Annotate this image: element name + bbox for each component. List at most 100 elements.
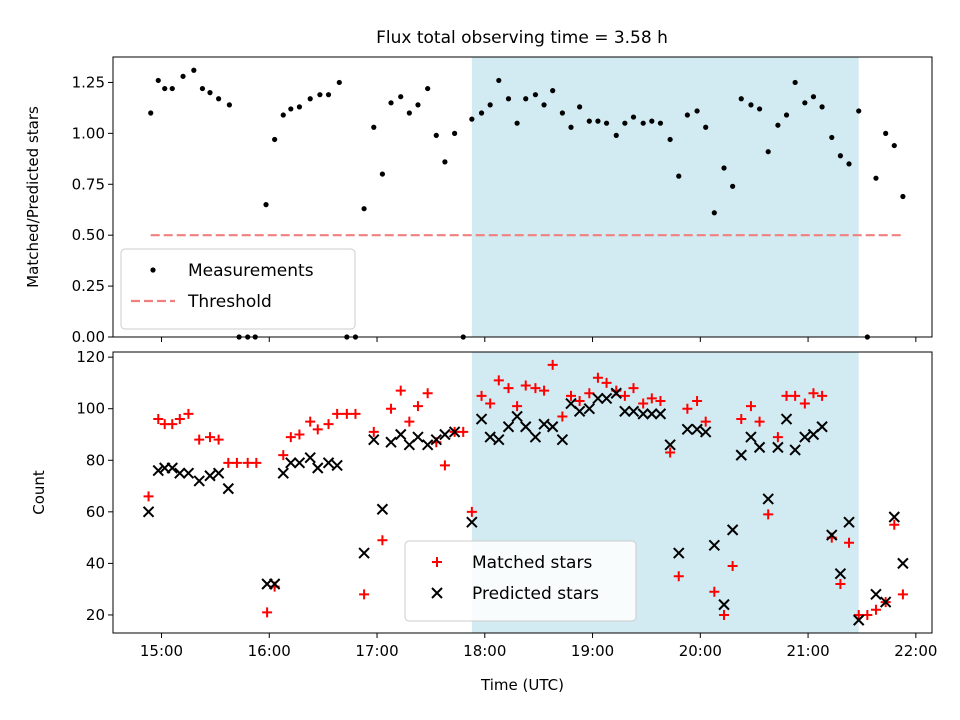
ratio-panel: 0.00 0.25 0.50 0.75 1.00 1.25 Matched/Predict… [24, 56, 933, 346]
data-point [573, 405, 586, 418]
data-point [583, 403, 596, 415]
data-point [897, 557, 909, 570]
y-tick-label: 120 [76, 348, 105, 366]
data-point [442, 159, 448, 165]
data-point [538, 418, 550, 430]
data-point [511, 410, 523, 423]
data-point [439, 428, 451, 441]
data-point [466, 506, 477, 517]
data-point [665, 447, 676, 458]
data-point [780, 413, 793, 425]
data-point [619, 405, 631, 418]
data-point [726, 524, 739, 536]
data-point [322, 457, 335, 469]
data-point [853, 609, 864, 620]
data-point [550, 88, 556, 94]
data-point [700, 416, 711, 427]
data-point [681, 423, 694, 436]
data-point [422, 388, 433, 399]
data-point [738, 96, 744, 102]
data-point [654, 408, 667, 420]
data-point [792, 79, 798, 86]
data-point [512, 401, 523, 412]
y-tick-label: 0.50 [72, 226, 105, 244]
ratio-x-axis-ticks [160, 337, 917, 342]
data-point [331, 459, 343, 472]
data-point [879, 596, 892, 608]
data-point [565, 390, 576, 401]
data-point [332, 408, 343, 419]
data-point [143, 491, 154, 502]
data-point [263, 202, 269, 208]
data-point [667, 136, 673, 143]
data-point [754, 416, 765, 427]
data-point [469, 116, 475, 122]
legend-label: Predicted stars [472, 584, 599, 604]
data-point [386, 403, 397, 414]
data-point [664, 439, 676, 451]
data-point [808, 388, 819, 399]
data-point [404, 416, 415, 427]
data-point [753, 441, 766, 454]
data-point [736, 414, 747, 425]
data-point [398, 94, 404, 100]
data-point [873, 175, 879, 181]
data-point [505, 96, 512, 102]
data-point [799, 431, 811, 443]
y-tick-label: 60 [86, 503, 105, 521]
data-point [317, 92, 323, 98]
data-point [735, 449, 747, 461]
data-point [745, 401, 756, 412]
data-point [222, 482, 235, 495]
data-point [452, 130, 458, 136]
data-point [834, 567, 847, 580]
data-point [278, 450, 289, 461]
data-point [430, 433, 442, 446]
data-point [817, 390, 828, 401]
x-axis-label: Time (UTC) [480, 676, 564, 694]
data-point [595, 118, 601, 124]
data-point [475, 413, 488, 425]
data-point [204, 470, 216, 482]
data-point [530, 383, 541, 394]
data-point [897, 589, 908, 600]
data-point [711, 210, 717, 216]
data-point [174, 414, 185, 425]
data-point [721, 165, 727, 171]
data-point [280, 112, 286, 118]
y-tick-label: 100 [76, 400, 105, 418]
data-point [870, 588, 882, 601]
data-point [622, 120, 628, 126]
ratio-y-axis-ticks: 0.00 0.25 0.50 0.75 1.00 1.25 [72, 73, 113, 346]
data-point [323, 419, 334, 430]
data-point [762, 493, 774, 505]
data-point [826, 529, 838, 541]
data-point [682, 403, 693, 414]
data-point [630, 114, 637, 120]
legend-box [120, 248, 356, 330]
ratio-axes-frame [112, 56, 933, 338]
data-point [439, 460, 450, 471]
data-point [541, 102, 547, 108]
data-point [379, 171, 386, 177]
data-point [251, 457, 262, 468]
y-tick-label: 80 [86, 451, 105, 469]
data-point [166, 462, 178, 474]
data-point [277, 467, 289, 479]
data-point [377, 535, 388, 546]
data-point [262, 607, 273, 618]
data-point [294, 429, 305, 440]
y-tick-label: 0.00 [72, 328, 105, 346]
data-point [775, 122, 781, 128]
data-point [493, 375, 504, 386]
data-point [484, 431, 496, 443]
data-point [285, 432, 296, 443]
data-point [646, 393, 657, 404]
data-point [502, 421, 515, 433]
data-point [657, 120, 664, 126]
data-point [523, 96, 529, 102]
data-point [673, 571, 684, 582]
count-y-axis-ticks: 20 40 60 80 100 120 [76, 348, 113, 624]
data-point [242, 457, 253, 468]
data-point [307, 96, 313, 102]
